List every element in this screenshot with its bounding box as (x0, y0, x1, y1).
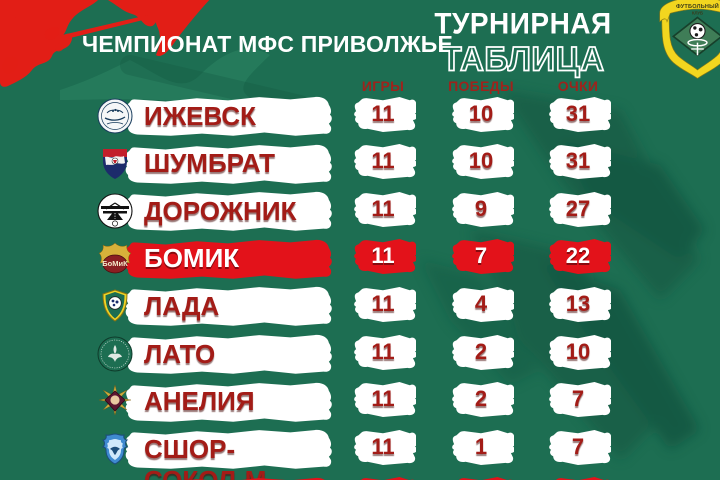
svg-text:КЛУБ: КЛУБ (692, 10, 703, 15)
svg-text:БоМиК: БоМиК (102, 259, 128, 268)
svg-text:ФУТБОЛЬНЫЙ: ФУТБОЛЬНЫЙ (676, 2, 719, 10)
